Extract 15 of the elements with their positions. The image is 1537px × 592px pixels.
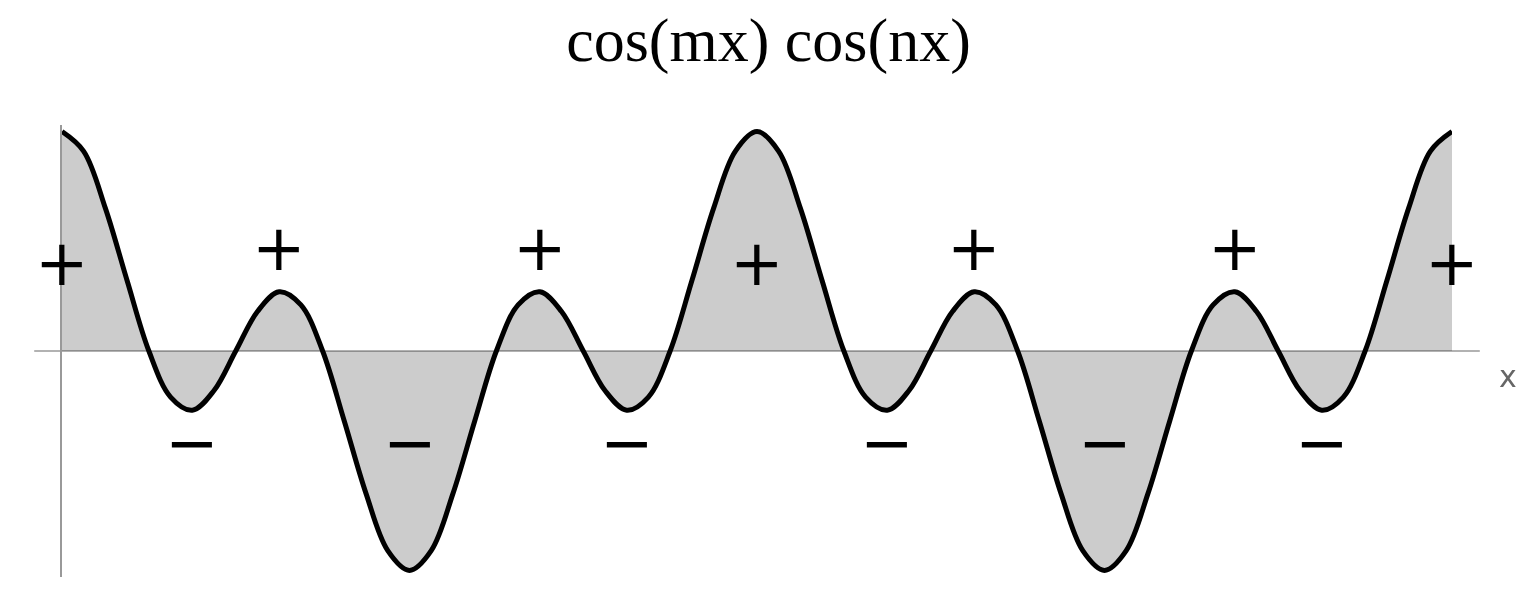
annotation: − [383, 406, 437, 480]
x-axis-title: x [1499, 359, 1517, 394]
annotation: − [165, 406, 219, 480]
annotation: + [730, 226, 784, 300]
chart-title: cos(mx) cos(nx) [566, 6, 971, 76]
annotation: + [947, 211, 1001, 285]
annotation: + [35, 226, 89, 300]
annotation: + [1208, 211, 1262, 285]
annotation: − [860, 406, 914, 480]
annotation: + [513, 211, 567, 285]
annotation: − [1078, 406, 1132, 480]
annotation: − [600, 406, 654, 480]
annotation: + [1425, 226, 1479, 300]
annotation: − [1295, 406, 1349, 480]
annotation: + [252, 211, 306, 285]
